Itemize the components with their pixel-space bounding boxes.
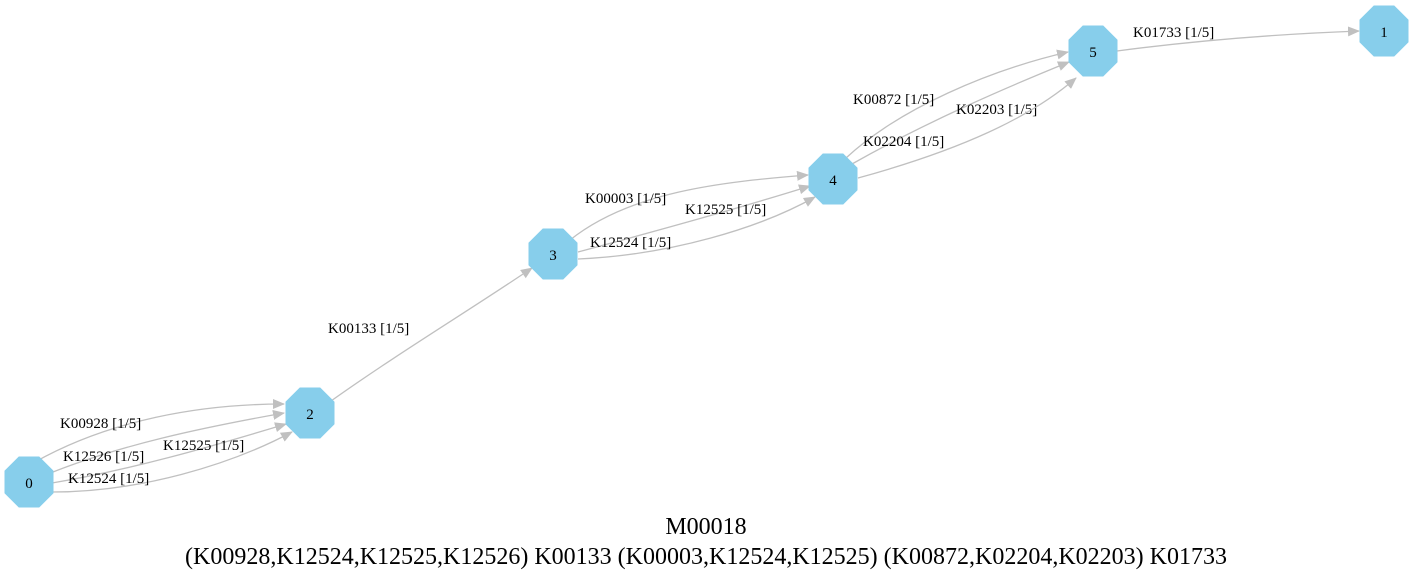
edge-label: K02203 [1/5] xyxy=(956,102,1037,118)
node-label: 2 xyxy=(306,407,314,423)
node-4: 4 xyxy=(808,153,858,205)
node-5: 5 xyxy=(1068,25,1118,77)
node-0: 0 xyxy=(4,456,54,508)
edge-label: K00133 [1/5] xyxy=(328,321,409,337)
edge-label: K02204 [1/5] xyxy=(863,134,944,150)
edge-3-4-k12524: K12524 [1/5] xyxy=(577,196,816,260)
edge-label: K01733 [1/5] xyxy=(1133,25,1214,41)
node-label: 5 xyxy=(1089,45,1097,61)
edge-3-4-k12525: K12525 [1/5] xyxy=(577,184,811,253)
node-2: 2 xyxy=(285,387,335,439)
edge-3-4-k00003: K00003 [1/5] xyxy=(569,170,809,241)
edge-label: K00003 [1/5] xyxy=(585,191,666,207)
node-label: 1 xyxy=(1380,25,1388,41)
edge-label: K12525 [1/5] xyxy=(685,202,766,218)
edge-0-2-k12524: K12524 [1/5] xyxy=(51,431,293,493)
edge-label: K12525 [1/5] xyxy=(163,438,244,454)
edge-label: K12524 [1/5] xyxy=(68,471,149,487)
edge-0-2-k12526: K12526 [1/5] xyxy=(47,410,285,475)
edge-label: K12524 [1/5] xyxy=(590,235,671,251)
node-label: 0 xyxy=(25,476,33,492)
module-definition: (K00928,K12524,K12525,K12526) K00133 (K0… xyxy=(185,544,1227,570)
edge-label: K12526 [1/5] xyxy=(63,449,144,465)
edge-0-2-k00928: K00928 [1/5] xyxy=(34,399,285,463)
node-label: 3 xyxy=(549,248,557,264)
edge-4-5-k02203: K02203 [1/5] xyxy=(851,61,1070,165)
edge-label: K00928 [1/5] xyxy=(60,416,141,432)
node-label: 4 xyxy=(829,173,837,189)
node-1: 1 xyxy=(1359,5,1409,57)
module-title: M00018 xyxy=(665,514,747,540)
edge-5-1-k01733: K01733 [1/5] xyxy=(1116,25,1360,52)
node-3: 3 xyxy=(528,228,578,280)
edge-2-3-k00133: K00133 [1/5] xyxy=(328,267,533,402)
edge-0-2-k12525: K12525 [1/5] xyxy=(51,422,287,484)
edge-4-5-k02204: K02204 [1/5] xyxy=(857,77,1077,179)
edge-4-5-k00872: K00872 [1/5] xyxy=(845,49,1069,159)
edge-label: K00872 [1/5] xyxy=(853,92,934,108)
